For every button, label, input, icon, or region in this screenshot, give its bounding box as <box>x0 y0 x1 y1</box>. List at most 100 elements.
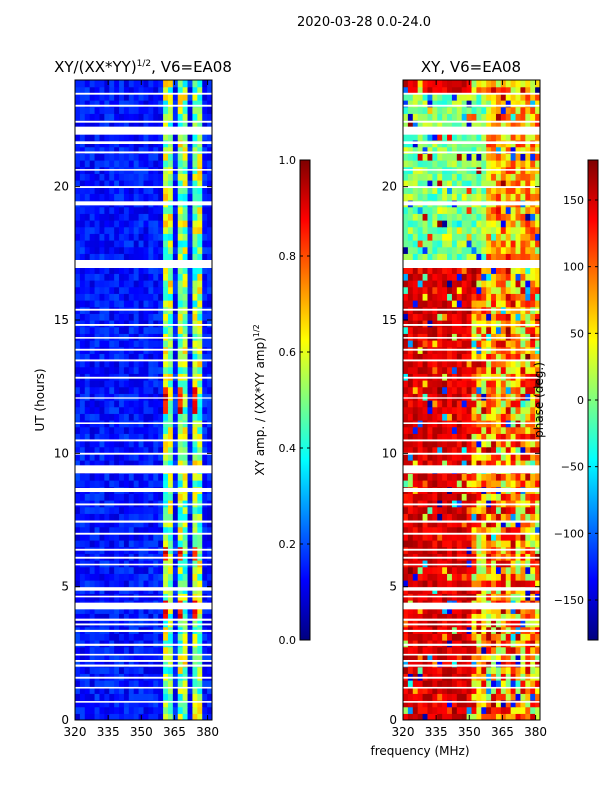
colorbar-tick-label: 0.2 <box>279 538 297 551</box>
flagged-band <box>75 324 212 326</box>
flagged-band <box>75 439 212 442</box>
flagged-band <box>403 520 540 523</box>
x-tick-label: 335 <box>97 725 120 739</box>
colorbar-tick-label: 0 <box>577 394 584 407</box>
flagged-band <box>75 126 212 135</box>
flagged-band <box>403 337 540 339</box>
x-tick-label: 320 <box>392 725 415 739</box>
flagged-band <box>403 623 540 626</box>
flagged-band <box>403 563 540 566</box>
flagged-band <box>403 422 540 424</box>
phase-x-axis-label: frequency (MHz) <box>370 744 469 758</box>
colorbar-tick-label: 0.4 <box>279 442 297 455</box>
phase-panel: XY, V6=EA08 320 335 350 365 380 0 5 10 15 20 freq… <box>370 58 547 758</box>
x-tick-label: 350 <box>130 725 153 739</box>
colorbar-tick-label: 1.0 <box>279 154 297 167</box>
amplitude-colorbar: 0.0 0.2 0.4 0.6 0.8 1.0 XY amp. / (XX*YY amp)… <box>252 154 311 647</box>
x-tick-label: 365 <box>163 725 186 739</box>
colorbar-tick-label: 50 <box>570 327 584 340</box>
flagged-band <box>75 348 212 351</box>
phase-colorbar: −150 −100 −50 0 50 100 150 phase (deg.) <box>532 159 599 641</box>
flagged-band <box>75 169 212 171</box>
colorbar-tick-label: −150 <box>554 594 584 607</box>
flagged-band <box>75 186 212 188</box>
flagged-band <box>403 201 540 206</box>
flagged-band <box>403 92 540 95</box>
flagged-band <box>403 465 540 474</box>
flagged-band <box>403 653 540 656</box>
y-tick-label: 0 <box>61 713 69 727</box>
flagged-band <box>75 587 212 591</box>
flagged-band <box>75 397 212 399</box>
flagged-band <box>75 376 212 379</box>
flagged-band <box>403 602 540 610</box>
y-tick-label: 10 <box>382 446 397 460</box>
colorbar-tick-label: −50 <box>561 461 584 474</box>
y-tick-label: 0 <box>389 713 397 727</box>
flagged-band <box>75 563 212 566</box>
flagged-band <box>403 324 540 326</box>
flagged-band <box>75 629 212 632</box>
flagged-band <box>403 452 540 455</box>
flagged-band <box>403 618 540 621</box>
flagged-band <box>403 260 540 268</box>
y-tick-label: 5 <box>389 580 397 594</box>
x-tick-label: 380 <box>196 725 219 739</box>
flagged-band <box>75 452 212 455</box>
flagged-band <box>75 618 212 621</box>
flagged-band <box>403 686 540 689</box>
flagged-band <box>403 676 540 679</box>
phase-panel-title: XY, V6=EA08 <box>421 58 521 76</box>
flagged-band <box>403 359 540 362</box>
colorbar-tick-label: 150 <box>563 194 584 207</box>
flagged-band <box>75 548 212 551</box>
colorbar-tick-label: 100 <box>563 261 584 274</box>
flagged-band <box>75 701 212 703</box>
flagged-band <box>403 587 540 591</box>
flagged-band <box>403 141 540 144</box>
flagged-band <box>75 595 212 598</box>
flagged-band <box>403 660 540 662</box>
amplitude-axis-ticks: 320 335 350 365 380 0 5 10 15 20 <box>54 80 219 739</box>
flagged-band <box>75 120 212 123</box>
flagged-band <box>75 260 212 268</box>
flagged-band <box>403 376 540 379</box>
flagged-band <box>75 643 212 646</box>
flagged-band <box>75 308 212 311</box>
colorbar-tick-label: 0.8 <box>279 250 297 263</box>
flagged-band <box>75 556 212 559</box>
phase-heatmap <box>403 80 540 720</box>
flagged-band <box>75 503 212 506</box>
flagged-band <box>403 643 540 646</box>
flagged-band <box>403 556 540 559</box>
amplitude-heatmap <box>75 80 212 720</box>
flagged-band <box>403 151 540 154</box>
flagged-band <box>75 104 212 107</box>
flagged-band <box>403 664 540 667</box>
y-tick-label: 20 <box>382 180 397 194</box>
colorbar-tick-label: 0.6 <box>279 346 297 359</box>
flagged-band <box>75 92 212 95</box>
flagged-band <box>75 676 212 679</box>
phase-axis-ticks: 320 335 350 365 380 0 5 10 15 20 <box>382 80 547 739</box>
flagged-band <box>75 653 212 656</box>
flagged-band <box>403 169 540 171</box>
flagged-band <box>75 465 212 474</box>
x-tick-label: 380 <box>524 725 547 739</box>
flagged-band <box>75 532 212 535</box>
flagged-band <box>403 503 540 506</box>
flagged-band <box>403 397 540 399</box>
amplitude-colorbar-gradient <box>299 159 311 641</box>
x-tick-label: 350 <box>458 725 481 739</box>
flagged-band <box>75 151 212 154</box>
colorbar-tick-label: 0.0 <box>279 634 297 647</box>
flagged-band <box>403 629 540 632</box>
flagged-band <box>75 664 212 667</box>
y-tick-label: 15 <box>54 313 69 327</box>
flagged-band <box>75 602 212 610</box>
flagged-band <box>403 308 540 311</box>
phase-axes-frame <box>402 79 541 721</box>
flagged-band <box>403 348 540 351</box>
amplitude-y-axis-label: UT (hours) <box>33 368 47 431</box>
